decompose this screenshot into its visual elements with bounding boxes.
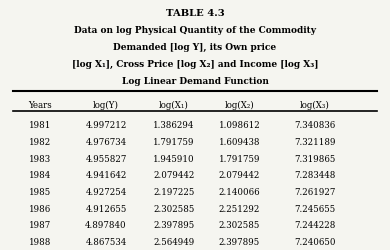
Text: Demanded [log Y], its Own price: Demanded [log Y], its Own price: [113, 43, 277, 52]
Text: TABLE 4.3: TABLE 4.3: [166, 9, 224, 18]
Text: 4.955827: 4.955827: [85, 154, 127, 164]
Text: 2.079442: 2.079442: [153, 171, 194, 180]
Text: 2.302585: 2.302585: [219, 221, 260, 230]
Text: 7.244228: 7.244228: [294, 221, 336, 230]
Text: 2.197225: 2.197225: [153, 188, 194, 197]
Text: 1984: 1984: [28, 171, 51, 180]
Text: 1985: 1985: [28, 188, 51, 197]
Text: 1987: 1987: [28, 221, 51, 230]
Text: log(Y): log(Y): [93, 100, 119, 110]
Text: 2.302585: 2.302585: [153, 204, 194, 214]
Text: 1.098612: 1.098612: [219, 121, 261, 130]
Text: 1.609438: 1.609438: [219, 138, 260, 147]
Text: 1.945910: 1.945910: [153, 154, 195, 164]
Text: 1.791759: 1.791759: [153, 138, 195, 147]
Text: 7.283448: 7.283448: [294, 171, 336, 180]
Text: log(X₂): log(X₂): [225, 100, 254, 110]
Text: 2.079442: 2.079442: [219, 171, 260, 180]
Text: 2.140066: 2.140066: [219, 188, 261, 197]
Text: 4.912655: 4.912655: [85, 204, 127, 214]
Text: 1983: 1983: [28, 154, 51, 164]
Text: 7.240650: 7.240650: [294, 238, 336, 247]
Text: 7.321189: 7.321189: [294, 138, 336, 147]
Text: 4.867534: 4.867534: [85, 238, 127, 247]
Text: [log X₁], Cross Price [log X₂] and Income [log X₃]: [log X₁], Cross Price [log X₂] and Incom…: [72, 60, 318, 69]
Text: Log Linear Demand Function: Log Linear Demand Function: [122, 77, 268, 86]
Text: 7.245655: 7.245655: [294, 204, 336, 214]
Text: 1988: 1988: [28, 238, 51, 247]
Text: 2.397895: 2.397895: [153, 221, 194, 230]
Text: log(X₃): log(X₃): [300, 100, 330, 110]
Text: 1986: 1986: [28, 204, 51, 214]
Text: 1982: 1982: [28, 138, 51, 147]
Text: Data on log Physical Quantity of the Commodity: Data on log Physical Quantity of the Com…: [74, 26, 316, 35]
Text: 4.997212: 4.997212: [85, 121, 127, 130]
Text: 4.897840: 4.897840: [85, 221, 127, 230]
Text: 1.791759: 1.791759: [219, 154, 260, 164]
Text: 1981: 1981: [28, 121, 51, 130]
Text: 1.386294: 1.386294: [153, 121, 194, 130]
Text: 7.261927: 7.261927: [294, 188, 336, 197]
Text: log(X₁): log(X₁): [159, 100, 189, 110]
Text: 2.397895: 2.397895: [219, 238, 260, 247]
Text: 7.319865: 7.319865: [294, 154, 336, 164]
Text: 4.976734: 4.976734: [85, 138, 126, 147]
Text: 4.941642: 4.941642: [85, 171, 127, 180]
Text: 2.251292: 2.251292: [219, 204, 260, 214]
Text: 4.927254: 4.927254: [85, 188, 127, 197]
Text: 7.340836: 7.340836: [294, 121, 336, 130]
Text: Years: Years: [28, 100, 52, 110]
Text: 2.564949: 2.564949: [153, 238, 194, 247]
